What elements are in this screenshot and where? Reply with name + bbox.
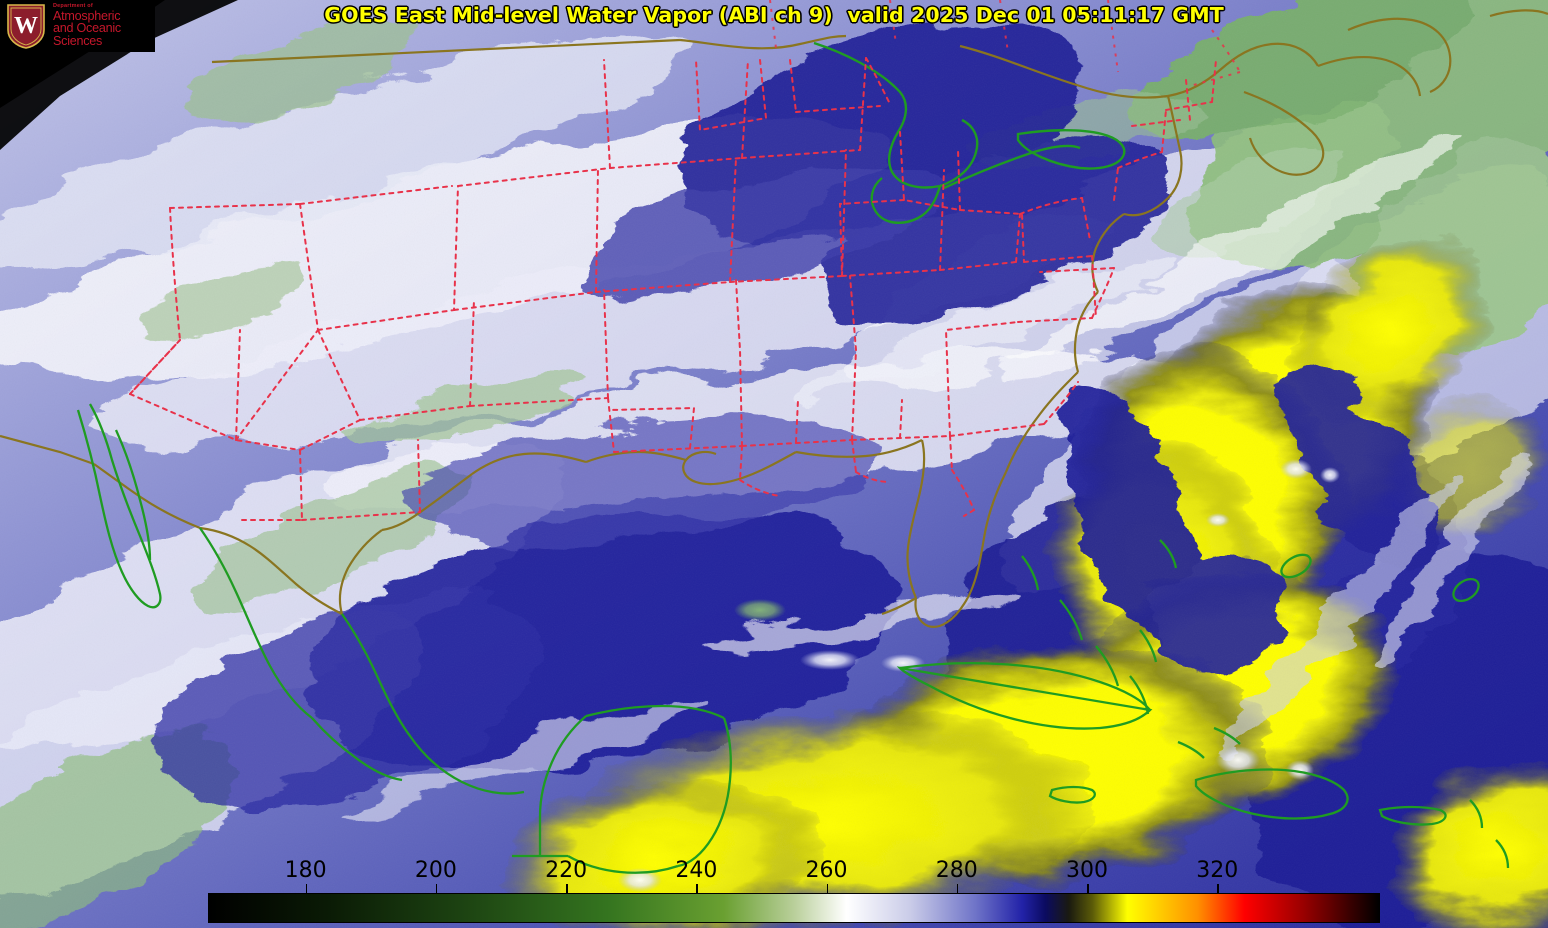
international-border-and-coastline xyxy=(0,9,1548,628)
colorbar-tick xyxy=(435,884,438,893)
canada-province-boundaries xyxy=(769,0,1241,87)
us-state-boundaries xyxy=(129,57,1217,517)
colorbar-tick xyxy=(1217,884,1219,893)
colorbar xyxy=(208,884,1380,923)
logo-text-block: Department of Atmospheric and Oceanic Sc… xyxy=(53,2,155,49)
colorbar-tick xyxy=(696,884,698,893)
colorbar-tick xyxy=(1087,884,1089,893)
colorbar-gradient xyxy=(208,893,1380,923)
logo-line-1: Atmospheric xyxy=(53,8,121,23)
colorbar-tick xyxy=(305,884,308,893)
uw-madison-aos-logo: W Department of Atmospheric and Oceanic … xyxy=(0,0,155,52)
uw-crest-icon: W xyxy=(7,4,45,49)
us-state-boundaries-west-detail xyxy=(129,329,421,521)
great-lakes-outline xyxy=(813,41,1126,224)
logo-department-line: Department of xyxy=(53,2,93,9)
colorbar-tick xyxy=(956,884,959,893)
colorbar-tick xyxy=(566,884,568,893)
svg-text:W: W xyxy=(14,13,38,39)
colorbar-tick xyxy=(826,884,829,893)
logo-line-2: and Oceanic Sciences xyxy=(53,21,121,49)
latin-america-coastline xyxy=(76,403,1510,874)
